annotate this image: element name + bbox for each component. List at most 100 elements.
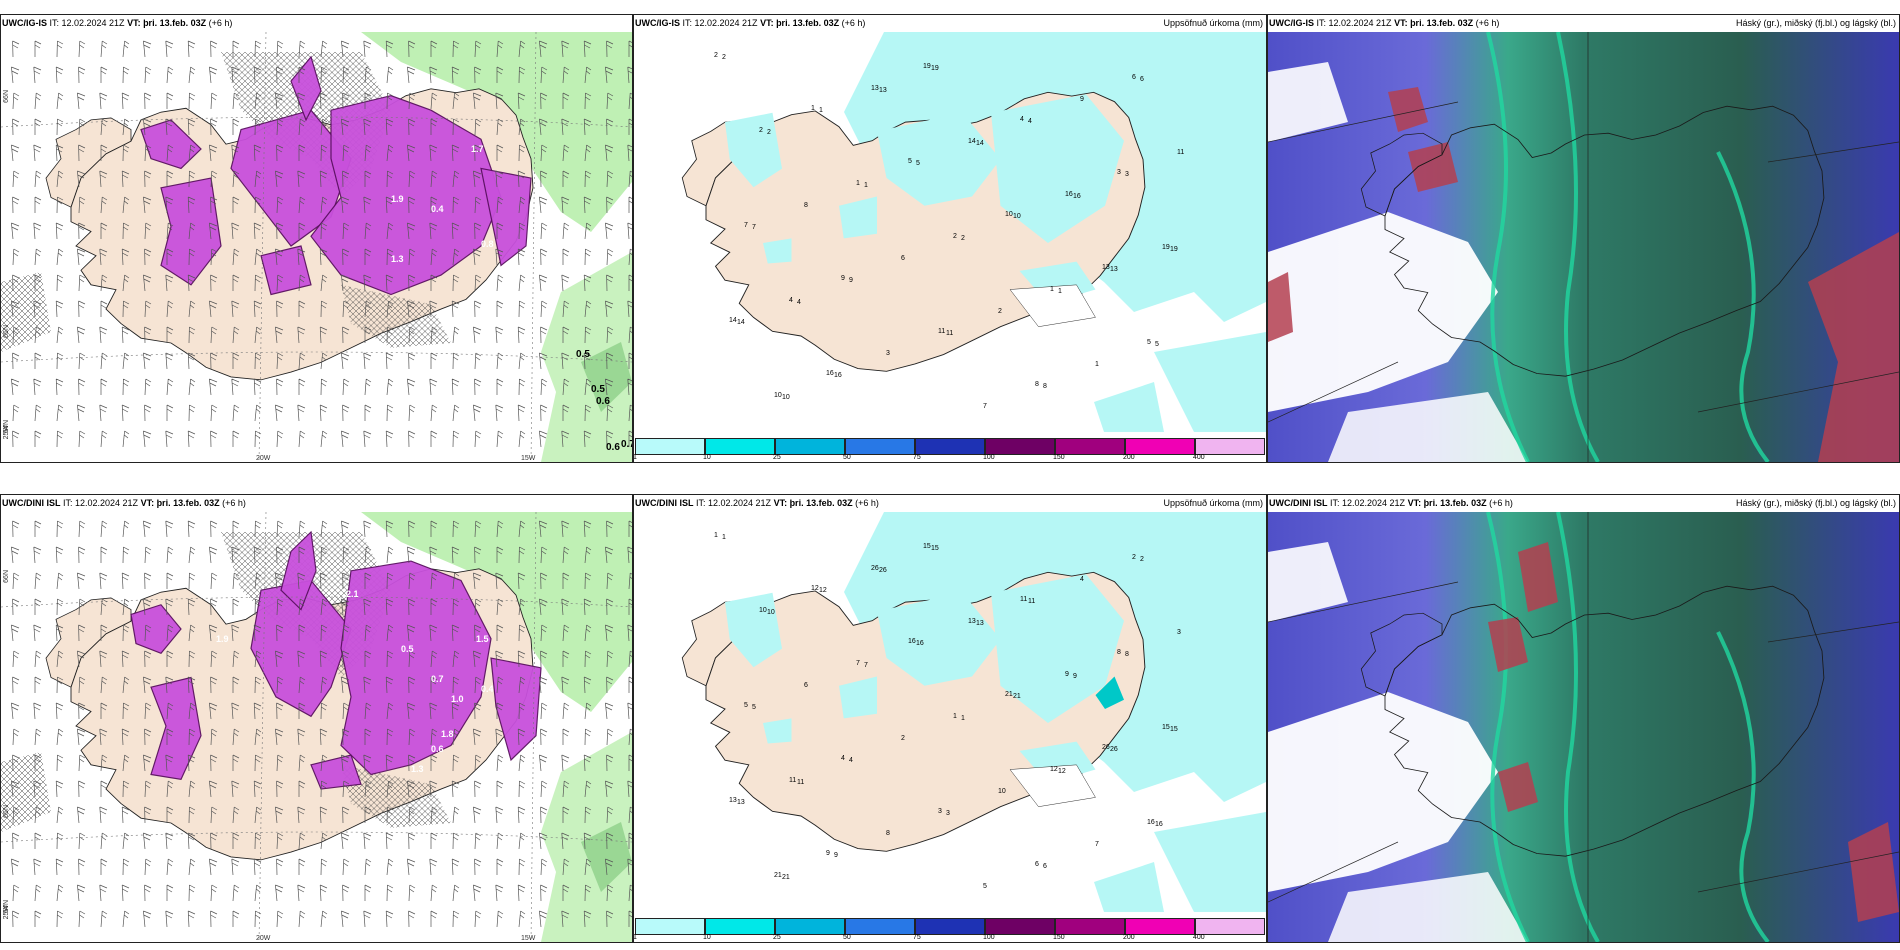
precip-value: 2	[901, 735, 905, 742]
precip-value: 7	[744, 222, 748, 229]
lead-time: (+6 h)	[852, 498, 879, 508]
precip-value: 1	[1058, 288, 1062, 295]
colorbar-swatch	[1055, 438, 1125, 455]
precip-value: 1	[1050, 286, 1054, 293]
value-label: 0.8	[481, 239, 494, 249]
panel-title: UWC/IG-IS IT: 12.02.2024 21Z VT: þri. 13…	[2, 15, 631, 32]
precip-value: 21	[1005, 691, 1013, 698]
precip-value: 16	[1155, 821, 1163, 828]
map-panel-precip-dini: UWC/DINI ISL IT: 12.02.2024 21Z VT: þri.…	[633, 494, 1267, 943]
map-panel-clouds-igis: UWC/IG-IS IT: 12.02.2024 21Z VT: þri. 13…	[1267, 14, 1900, 463]
colorbar-swatch	[635, 438, 705, 455]
value-label: 0.5	[591, 384, 605, 395]
precip-value: 4	[789, 297, 793, 304]
precip-value: 26	[879, 567, 887, 574]
precip-value: 26	[1102, 744, 1110, 751]
value-label: 0.7	[431, 674, 444, 684]
precip-value: 16	[1073, 193, 1081, 200]
colorbar-label: 1	[633, 934, 637, 941]
precip-value: 4	[1080, 576, 1084, 583]
colorbar-swatch	[1125, 918, 1195, 935]
precip-value: 2	[961, 235, 965, 242]
value-label: 1.7	[471, 144, 484, 154]
lead-time: (+6 h)	[839, 18, 866, 28]
colorbar-swatch	[985, 918, 1055, 935]
panel-title: UWC/IG-IS IT: 12.02.2024 21Z VT: þri. 13…	[1269, 15, 1898, 32]
precip-value: 9	[849, 277, 853, 284]
precip-area	[725, 112, 782, 188]
snow-depth-areas	[130, 530, 542, 790]
valid-time-label: VT:	[127, 18, 141, 28]
map-panel-wind-snow-igis: UWC/IG-IS IT: 12.02.2024 21Z VT: þri. 13…	[0, 14, 633, 463]
colorbar-label: 150	[1053, 934, 1065, 941]
precip-value: 10	[782, 394, 790, 401]
init-time: IT: 12.02.2024 21Z	[693, 498, 774, 508]
precip-value: 8	[804, 202, 808, 209]
precip-value: 10	[767, 609, 775, 616]
precip-value: 7	[856, 660, 860, 667]
value-label: 1.8	[441, 729, 454, 739]
precip-value: 5	[1155, 341, 1159, 348]
precip-value: 16	[1065, 191, 1073, 198]
precip-value: 3	[886, 350, 890, 357]
value-label: 1.5	[476, 634, 489, 644]
init-time: IT: 12.02.2024 21Z	[1314, 18, 1395, 28]
precip-value: 19	[923, 63, 931, 70]
value-label: 2.1	[346, 589, 359, 599]
value-label: 0.7	[621, 439, 632, 450]
precip-value: 16	[834, 372, 842, 379]
colorbar-label: 75	[912, 454, 921, 461]
colorbar-swatch	[914, 918, 985, 935]
colorbar-swatch	[704, 438, 775, 455]
lon-label: 25W	[3, 425, 10, 440]
precip-area	[991, 574, 1124, 723]
model-name: UWC/DINI ISL	[635, 498, 694, 508]
precip-value: 14	[729, 317, 737, 324]
precip-value: 15	[1162, 724, 1170, 731]
map-canvas: 1 12 16 21 26 13 9 15 11 8 5 4 3 6 2 10 7 1 12 16 21 26 13 9 15 1…	[634, 512, 1266, 942]
precip-value: 2	[714, 52, 718, 59]
precip-value: 2	[953, 233, 957, 240]
precip-value: 8	[1125, 651, 1129, 658]
model-name: UWC/DINI ISL	[2, 498, 61, 508]
field-title: Háský (gr.), miðský (fj.bl.) og lágský (…	[1735, 18, 1896, 28]
precip-value: 11	[797, 779, 804, 786]
colorbar-label: 200	[1123, 454, 1135, 461]
map-canvas: 0.50.50.60.60.71.31.90.80.41.7	[1, 32, 632, 462]
precip-value: 6	[804, 682, 808, 689]
init-time: IT: 12.02.2024 21Z	[47, 18, 128, 28]
colorbar-swatch	[914, 438, 985, 455]
green-precip-area	[361, 512, 632, 712]
precip-value: 12	[811, 585, 819, 592]
precip-value: 4	[1028, 118, 1032, 125]
precip-value: 2	[1132, 554, 1136, 561]
precip-value: 19	[931, 65, 939, 72]
precip-value: 2	[722, 54, 726, 61]
model-name: UWC/IG-IS	[635, 18, 680, 28]
field-title: Háský (gr.), miðský (fj.bl.) og lágský (…	[1735, 498, 1896, 508]
lon-label: 25W	[3, 905, 10, 920]
colorbar-swatch	[985, 438, 1055, 455]
precip-value: 26	[1110, 746, 1118, 753]
low-cloud-area	[1268, 87, 1899, 462]
wind-barbs	[11, 40, 632, 448]
precip-value: 4	[841, 755, 845, 762]
precip-value: 9	[834, 852, 838, 859]
colorbar-swatch	[774, 438, 845, 455]
precip-area	[877, 112, 1001, 206]
precip-area	[991, 94, 1124, 244]
colorbar-swatch	[774, 918, 845, 935]
precip-value: 13	[737, 799, 745, 806]
precip-colorbar: 1 10 25 50 75 100 150 200 400	[633, 918, 1265, 941]
precip-value: 21	[782, 874, 790, 881]
value-label: 0.5	[401, 644, 414, 654]
precip-value: 16	[1147, 819, 1155, 826]
precip-value: 2	[767, 129, 771, 136]
precip-value: 3	[1125, 171, 1129, 178]
precip-value: 2	[1140, 556, 1144, 563]
precip-value: 9	[1073, 673, 1077, 680]
wind-barbs	[11, 520, 632, 928]
colorbar-swatch	[1194, 438, 1265, 455]
field-title: Uppsöfnuð úrkoma (mm)	[1163, 498, 1263, 508]
precip-value: 26	[871, 565, 879, 572]
